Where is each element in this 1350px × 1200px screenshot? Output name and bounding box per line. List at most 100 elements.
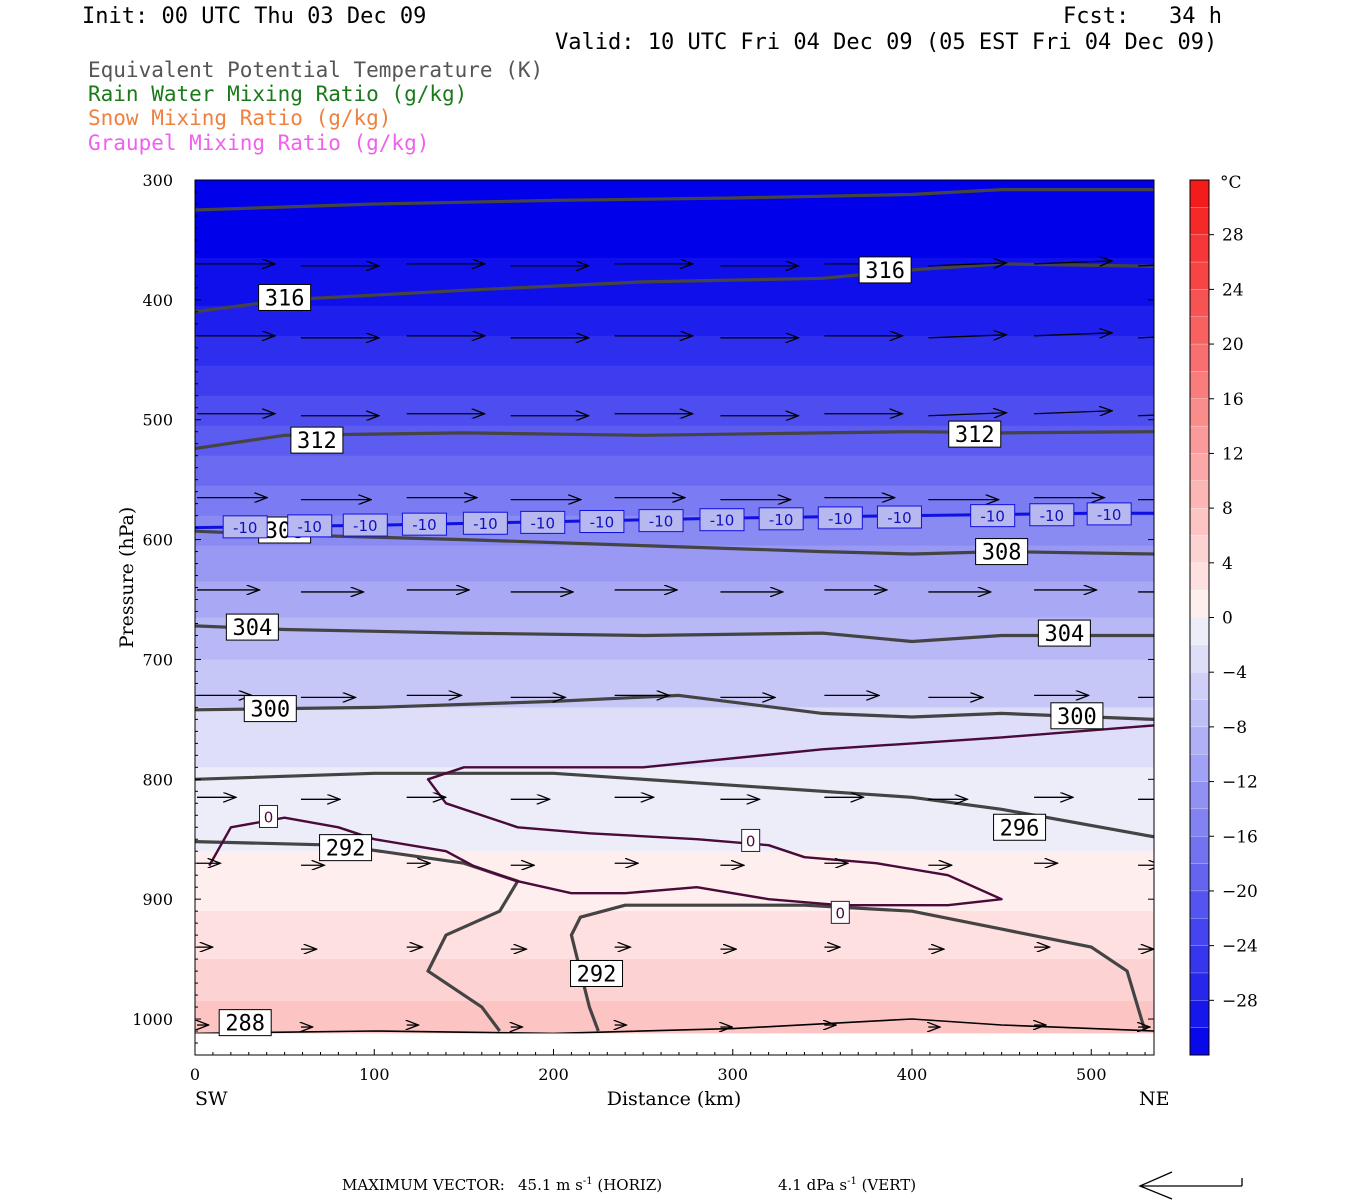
temp-band [195,911,1154,961]
colorbar-segment [1189,945,1210,974]
isotherm-label-box [579,509,625,533]
x-tick-label: 400 [897,1065,928,1084]
wind-vector [1138,264,1154,267]
colorbar-segment [1189,480,1210,509]
y-tick-label: 600 [142,531,173,550]
colorbar-segment [1189,808,1210,837]
temp-band [195,959,1154,1003]
legend-graupel: Graupel Mixing Ratio (g/kg) [88,131,430,155]
temp-band [195,851,1154,913]
legend-theta-e: Equivalent Potential Temperature (K) [88,58,544,82]
isotherm-label: -10 [1040,507,1065,525]
zero-label: 0 [836,904,846,922]
isotherm-label-box [876,505,922,529]
temp-band [195,395,1154,427]
colorbar-segment [1189,562,1210,591]
temperature-colorbar: °C 28 24 20 16 12 8 4 0 −4 −8 −12 −16 −20 −24 −28 [1189,173,1258,1056]
colorbar-segment [1189,316,1210,345]
isotherm-label-box [1029,503,1075,527]
contour-label: 304 [1044,622,1084,647]
contour-label: 296 [1000,816,1040,841]
colorbar-segment [1189,207,1210,236]
theta-e-line-300 [195,693,1154,721]
colorbar-tick-label: −24 [1222,937,1258,957]
x-tick-label: 0 [190,1065,200,1084]
vert-value: 4.1 dPa s [778,1176,848,1194]
y-axis-label: Pressure (hPa) [116,507,138,649]
contour-label-box [243,695,297,723]
forecast-hour: Fcst: 34 h [1063,4,1222,29]
isotherm-label-box [287,514,333,538]
zero-isotherm-line [208,724,1154,907]
isotherm-label: -10 [649,513,674,531]
valid-time: Valid: 10 UTC Fri 04 Dec 09 (05 EST Fri … [555,30,1218,55]
wind-vector [1138,414,1154,417]
contour-label: 312 [297,429,337,454]
isotherm-label: -10 [353,517,378,535]
colorbar-segment [1189,863,1210,892]
colorbar-tick-label: 24 [1222,280,1244,300]
colorbar-tick-label: −4 [1222,663,1247,683]
init-time: Init: 00 UTC Thu 03 Dec 09 [82,4,427,29]
isotherm-label-box [462,511,508,535]
temp-band [195,659,1154,709]
contour-label-box [290,426,344,454]
wind-vector [928,335,1006,338]
isotherm-label-box [342,513,388,537]
isotherm-label: -10 [590,513,615,531]
max-vector-label: MAXIMUM VECTOR: [342,1176,505,1194]
colorbar-tick-label: 20 [1222,335,1244,355]
contour-label: 288 [225,1012,265,1037]
isotherm-label: -10 [233,519,258,537]
y-tick-label: 800 [142,770,173,789]
y-tick-label: 400 [142,291,173,310]
colorbar-segment [1189,754,1210,783]
vert-unit: (VERT) [856,1176,917,1194]
isotherm-label: -10 [769,511,794,529]
colorbar-segment [1189,644,1210,673]
ne-label: NE [1139,1088,1170,1110]
isotherm-label: -10 [1097,506,1122,524]
below-ground-mask [195,1033,1154,1055]
colorbar-tick-label: 0 [1222,609,1233,629]
temp-band [195,335,1154,367]
theta-e-line-292 [195,840,520,1032]
colorbar-segment [1189,590,1210,619]
zero-label: 0 [264,808,274,826]
max-horizontal-vector: 45.1 m s-1 (HORIZ) [518,1176,662,1194]
isotherm-label-box [970,504,1016,528]
zero-label-box [741,828,761,852]
theta-e-line-304 [195,624,1154,644]
horiz-unit: (HORIZ) [592,1176,663,1194]
contour-label-box [1037,619,1091,647]
colorbar-segment [1189,425,1210,455]
isotherm-label: -10 [710,512,735,530]
temp-band [195,180,1154,259]
wind-vector [928,263,1006,266]
theta-e-line-316 [195,188,1154,212]
wind-vector [1034,411,1112,414]
isotherm-label-box [699,508,745,532]
wind-vector [1034,261,1112,264]
colorbar-tick-label: −12 [1222,773,1258,793]
colorbar-segment [1189,699,1210,728]
theta-e-line-316 [195,262,1154,314]
contour-label: 300 [250,698,290,723]
x-axis-label: Distance (km) [607,1088,742,1110]
colorbar-segment [1189,672,1210,701]
colorbar-segment [1189,781,1210,810]
vert-exponent: -1 [847,1176,857,1187]
colorbar-segment [1189,289,1210,318]
colorbar-tick-label: 8 [1222,499,1233,519]
colorbar-segment [1189,371,1210,400]
x-tick-label: 100 [359,1065,390,1084]
isotherm-label: -10 [530,514,555,532]
y-tick-label: 1000 [132,1010,173,1029]
contour-label: 300 [1057,705,1097,730]
wind-vector [928,413,1006,416]
wind-vector [1138,336,1154,339]
contour-label-box [258,283,312,311]
y-tick-label: 900 [142,890,173,909]
sw-label: SW [195,1088,228,1110]
